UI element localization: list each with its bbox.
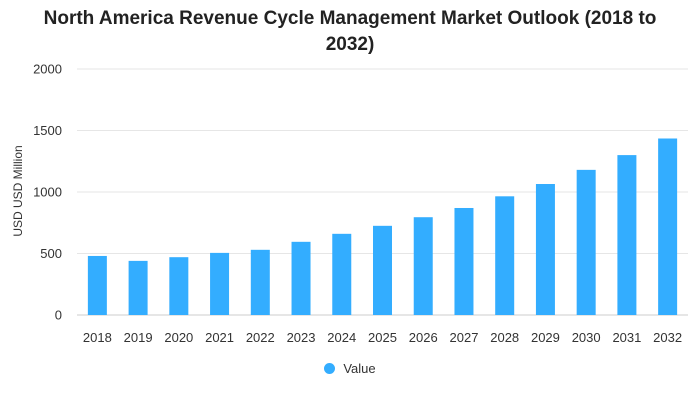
x-tick-label: 2026 bbox=[409, 330, 438, 345]
y-axis-title: USD USD Million bbox=[11, 145, 25, 236]
bar-2020[interactable] bbox=[169, 257, 189, 315]
chart-title-line-1: North America Revenue Cycle Management M… bbox=[43, 8, 657, 29]
bar-2032[interactable] bbox=[658, 138, 678, 315]
bar-2023[interactable] bbox=[291, 241, 311, 315]
y-tick-label: 1000 bbox=[33, 185, 62, 200]
bar-2029[interactable] bbox=[535, 184, 555, 315]
y-tick-label: 0 bbox=[55, 308, 62, 323]
bar-2028[interactable] bbox=[495, 196, 515, 315]
x-tick-label: 2032 bbox=[653, 330, 682, 345]
bar-2021[interactable] bbox=[210, 252, 230, 315]
bar-2019[interactable] bbox=[128, 260, 148, 315]
bar-2018[interactable] bbox=[87, 255, 107, 315]
x-tick-label: 2024 bbox=[327, 330, 356, 345]
chart-title: North America Revenue Cycle Management M… bbox=[0, 6, 700, 58]
legend: Value bbox=[0, 361, 700, 376]
y-tick-label: 500 bbox=[40, 246, 62, 261]
y-axis-ticks: 0 500 1000 1500 2000 bbox=[33, 62, 62, 323]
x-tick-label: 2028 bbox=[490, 330, 519, 345]
x-tick-label: 2021 bbox=[205, 330, 234, 345]
bar-2024[interactable] bbox=[332, 233, 352, 315]
x-tick-label: 2027 bbox=[450, 330, 479, 345]
bar-2022[interactable] bbox=[250, 249, 270, 315]
x-tick-label: 2031 bbox=[612, 330, 641, 345]
bar-2025[interactable] bbox=[373, 225, 392, 315]
bar-2027[interactable] bbox=[454, 207, 474, 315]
bar-2031[interactable] bbox=[617, 155, 637, 315]
y-tick-label: 1500 bbox=[33, 123, 62, 138]
x-axis-ticks: 2018 2019 2020 2021 2022 2023 2024 2025 2026 2027… bbox=[83, 330, 682, 345]
x-tick-label: 2020 bbox=[164, 330, 193, 345]
legend-label: Value bbox=[343, 361, 376, 376]
x-tick-label: 2023 bbox=[287, 330, 316, 345]
bar-2030[interactable] bbox=[576, 169, 596, 315]
x-tick-label: 2018 bbox=[83, 330, 112, 345]
legend-swatch bbox=[324, 363, 336, 374]
x-tick-label: 2029 bbox=[531, 330, 560, 345]
chart-title-line-2: 2032) bbox=[325, 34, 375, 55]
y-tick-label: 2000 bbox=[33, 62, 62, 77]
x-tick-label: 2025 bbox=[368, 330, 397, 345]
x-tick-label: 2030 bbox=[572, 330, 601, 345]
x-tick-label: 2022 bbox=[246, 330, 275, 345]
x-tick-label: 2019 bbox=[124, 330, 153, 345]
bars bbox=[87, 138, 678, 315]
bar-2026[interactable] bbox=[413, 217, 433, 315]
